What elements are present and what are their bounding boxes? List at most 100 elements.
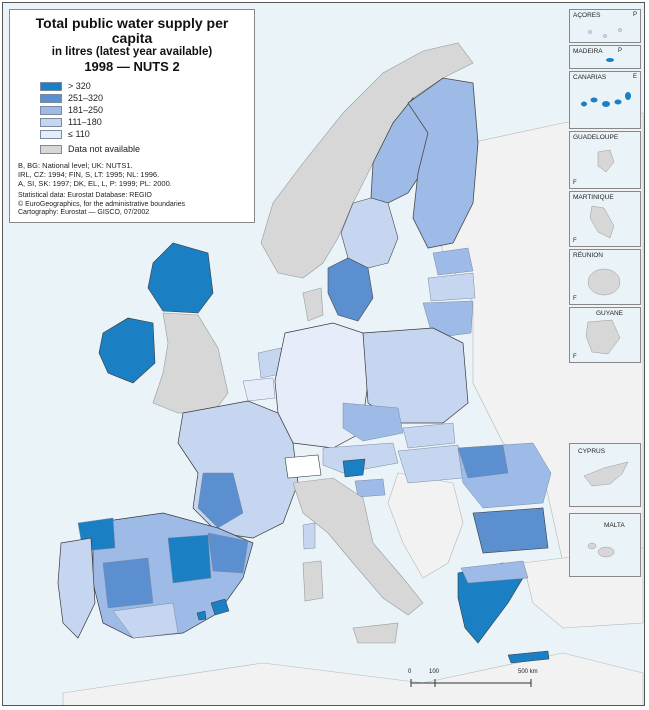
- non-eu-land-balkans: [387, 472, 464, 579]
- region-italy: [292, 477, 424, 616]
- legend-item: 181–250: [40, 104, 246, 116]
- region-belgium: [242, 377, 276, 402]
- scale-label: 100: [429, 669, 440, 675]
- note-line: IRL, CZ: 1994; FIN, S, LT: 1995; NL: 199…: [18, 170, 160, 179]
- legend-label: 251–320: [68, 93, 104, 103]
- region-slovakia: [402, 422, 456, 449]
- inset-map: [587, 268, 621, 296]
- region-estonia: [432, 247, 474, 276]
- inset-label: MADEIRA: [573, 48, 603, 55]
- map-title: Total public water supply per capita: [35, 15, 229, 46]
- inset-code: E: [632, 74, 637, 80]
- inset-map: [583, 461, 629, 487]
- inset-code: F: [573, 296, 577, 302]
- region-scotland: [147, 242, 214, 314]
- region-latvia: [427, 272, 476, 302]
- region-sardinia: [302, 560, 324, 602]
- region-sweden-central: [340, 197, 399, 269]
- scale-label: 0: [408, 669, 412, 675]
- inset-label: CYPRUS: [578, 448, 606, 455]
- region-spain-aragon: [167, 534, 212, 584]
- legend-label: Data not available: [68, 144, 141, 154]
- legend-label: > 320: [68, 81, 91, 91]
- legend-panel: Total public water supply per capita in …: [9, 9, 255, 223]
- region-bulgaria: [472, 507, 549, 554]
- region-slovenia: [354, 478, 386, 498]
- region-corsica: [302, 522, 316, 550]
- map-title-year: 1998 — NUTS 2: [84, 59, 180, 74]
- legend-swatch: [40, 129, 62, 139]
- inset-code: F: [573, 354, 577, 360]
- inset-malta: MALTA: [569, 513, 641, 577]
- region-czech: [342, 402, 404, 442]
- legend-swatch: [40, 144, 62, 154]
- map-subtitle: in litres (latest year available): [51, 46, 213, 58]
- inset-code: F: [573, 180, 577, 186]
- note-line: B, BG: National level; UK: NUTS1.: [18, 161, 133, 170]
- source-notes: Statistical data: Eurostat Database: REG…: [18, 192, 246, 218]
- note-line: A, SI, SK: 1997; DK, EL, L, P: 1999; PL:…: [18, 179, 172, 188]
- inset-cyprus: CYPRUS: [569, 443, 641, 507]
- region-sicily: [352, 622, 399, 644]
- region-france: [177, 400, 299, 539]
- inset-code: P: [632, 12, 637, 18]
- inset-madeira: MADEIRA P: [569, 45, 641, 69]
- data-notes: B, BG: National level; UK: NUTS1. IRL, C…: [18, 161, 246, 188]
- inset-label: MARTINIQUE: [573, 194, 614, 201]
- legend-swatch: [40, 117, 62, 127]
- inset-map: [588, 28, 622, 38]
- inset-label: RÉUNION: [573, 252, 603, 259]
- legend-swatch: [40, 81, 62, 91]
- inset-map: [581, 92, 631, 107]
- inset-canarias: CANARIAS E: [569, 71, 641, 129]
- legend-item: > 320: [40, 80, 246, 92]
- region-austria: [322, 442, 399, 474]
- legend-swatch: [40, 93, 62, 103]
- legend-swatch: [40, 105, 62, 115]
- legend-label: ≤ 110: [68, 129, 90, 139]
- inset-reunion: RÉUNION F: [569, 249, 641, 305]
- region-norway: [260, 42, 474, 279]
- legend-item: Data not available: [40, 143, 246, 155]
- region-ireland: [98, 317, 156, 384]
- inset-map: [597, 149, 615, 173]
- region-lithuania: [422, 300, 474, 339]
- legend-label: 111–180: [68, 117, 102, 127]
- legend-item: ≤ 110: [40, 128, 246, 140]
- legend-label: 181–250: [68, 105, 104, 115]
- region-sweden-south: [327, 257, 374, 322]
- inset-guadeloupe: GUADELOUPE F: [569, 131, 641, 189]
- inset-code: F: [573, 238, 577, 244]
- inset-martinique: MARTINIQUE F: [569, 191, 641, 247]
- region-balearics: [210, 598, 230, 616]
- region-finland: [407, 77, 479, 249]
- inset-label: GUADELOUPE: [573, 134, 619, 141]
- region-romania-north: [457, 444, 509, 479]
- region-portugal: [57, 537, 96, 639]
- inset-map: [587, 542, 615, 558]
- region-greece-north: [460, 560, 529, 584]
- region-spain-catalonia: [207, 532, 249, 574]
- inset-map: [606, 58, 614, 62]
- source-line: © EuroGeographics, for the administrativ…: [18, 200, 186, 208]
- legend-item: 111–180: [40, 116, 246, 128]
- inset-label: GUYANE: [596, 310, 623, 317]
- non-eu-land-north-africa: [62, 652, 644, 705]
- source-line: Statistical data: Eurostat Database: REG…: [18, 192, 152, 199]
- inset-label: MALTA: [604, 522, 625, 529]
- source-line: Cartography: Eurostat — GISCO, 07/2002: [18, 209, 150, 216]
- region-crete: [507, 650, 550, 664]
- region-balearics-2: [196, 610, 207, 621]
- region-spain-andalucia: [112, 602, 179, 639]
- inset-map: [585, 319, 621, 355]
- scale-label: 500 km: [518, 669, 538, 675]
- inset-label: CANARIAS: [573, 74, 607, 81]
- inset-guyane: GUYANE F: [569, 307, 641, 363]
- region-denmark: [302, 287, 324, 322]
- inset-map: [589, 205, 615, 239]
- region-austria-tirol: [342, 458, 366, 478]
- region-england: [152, 312, 229, 414]
- inset-code: P: [617, 48, 622, 54]
- scale-bar: [410, 679, 532, 687]
